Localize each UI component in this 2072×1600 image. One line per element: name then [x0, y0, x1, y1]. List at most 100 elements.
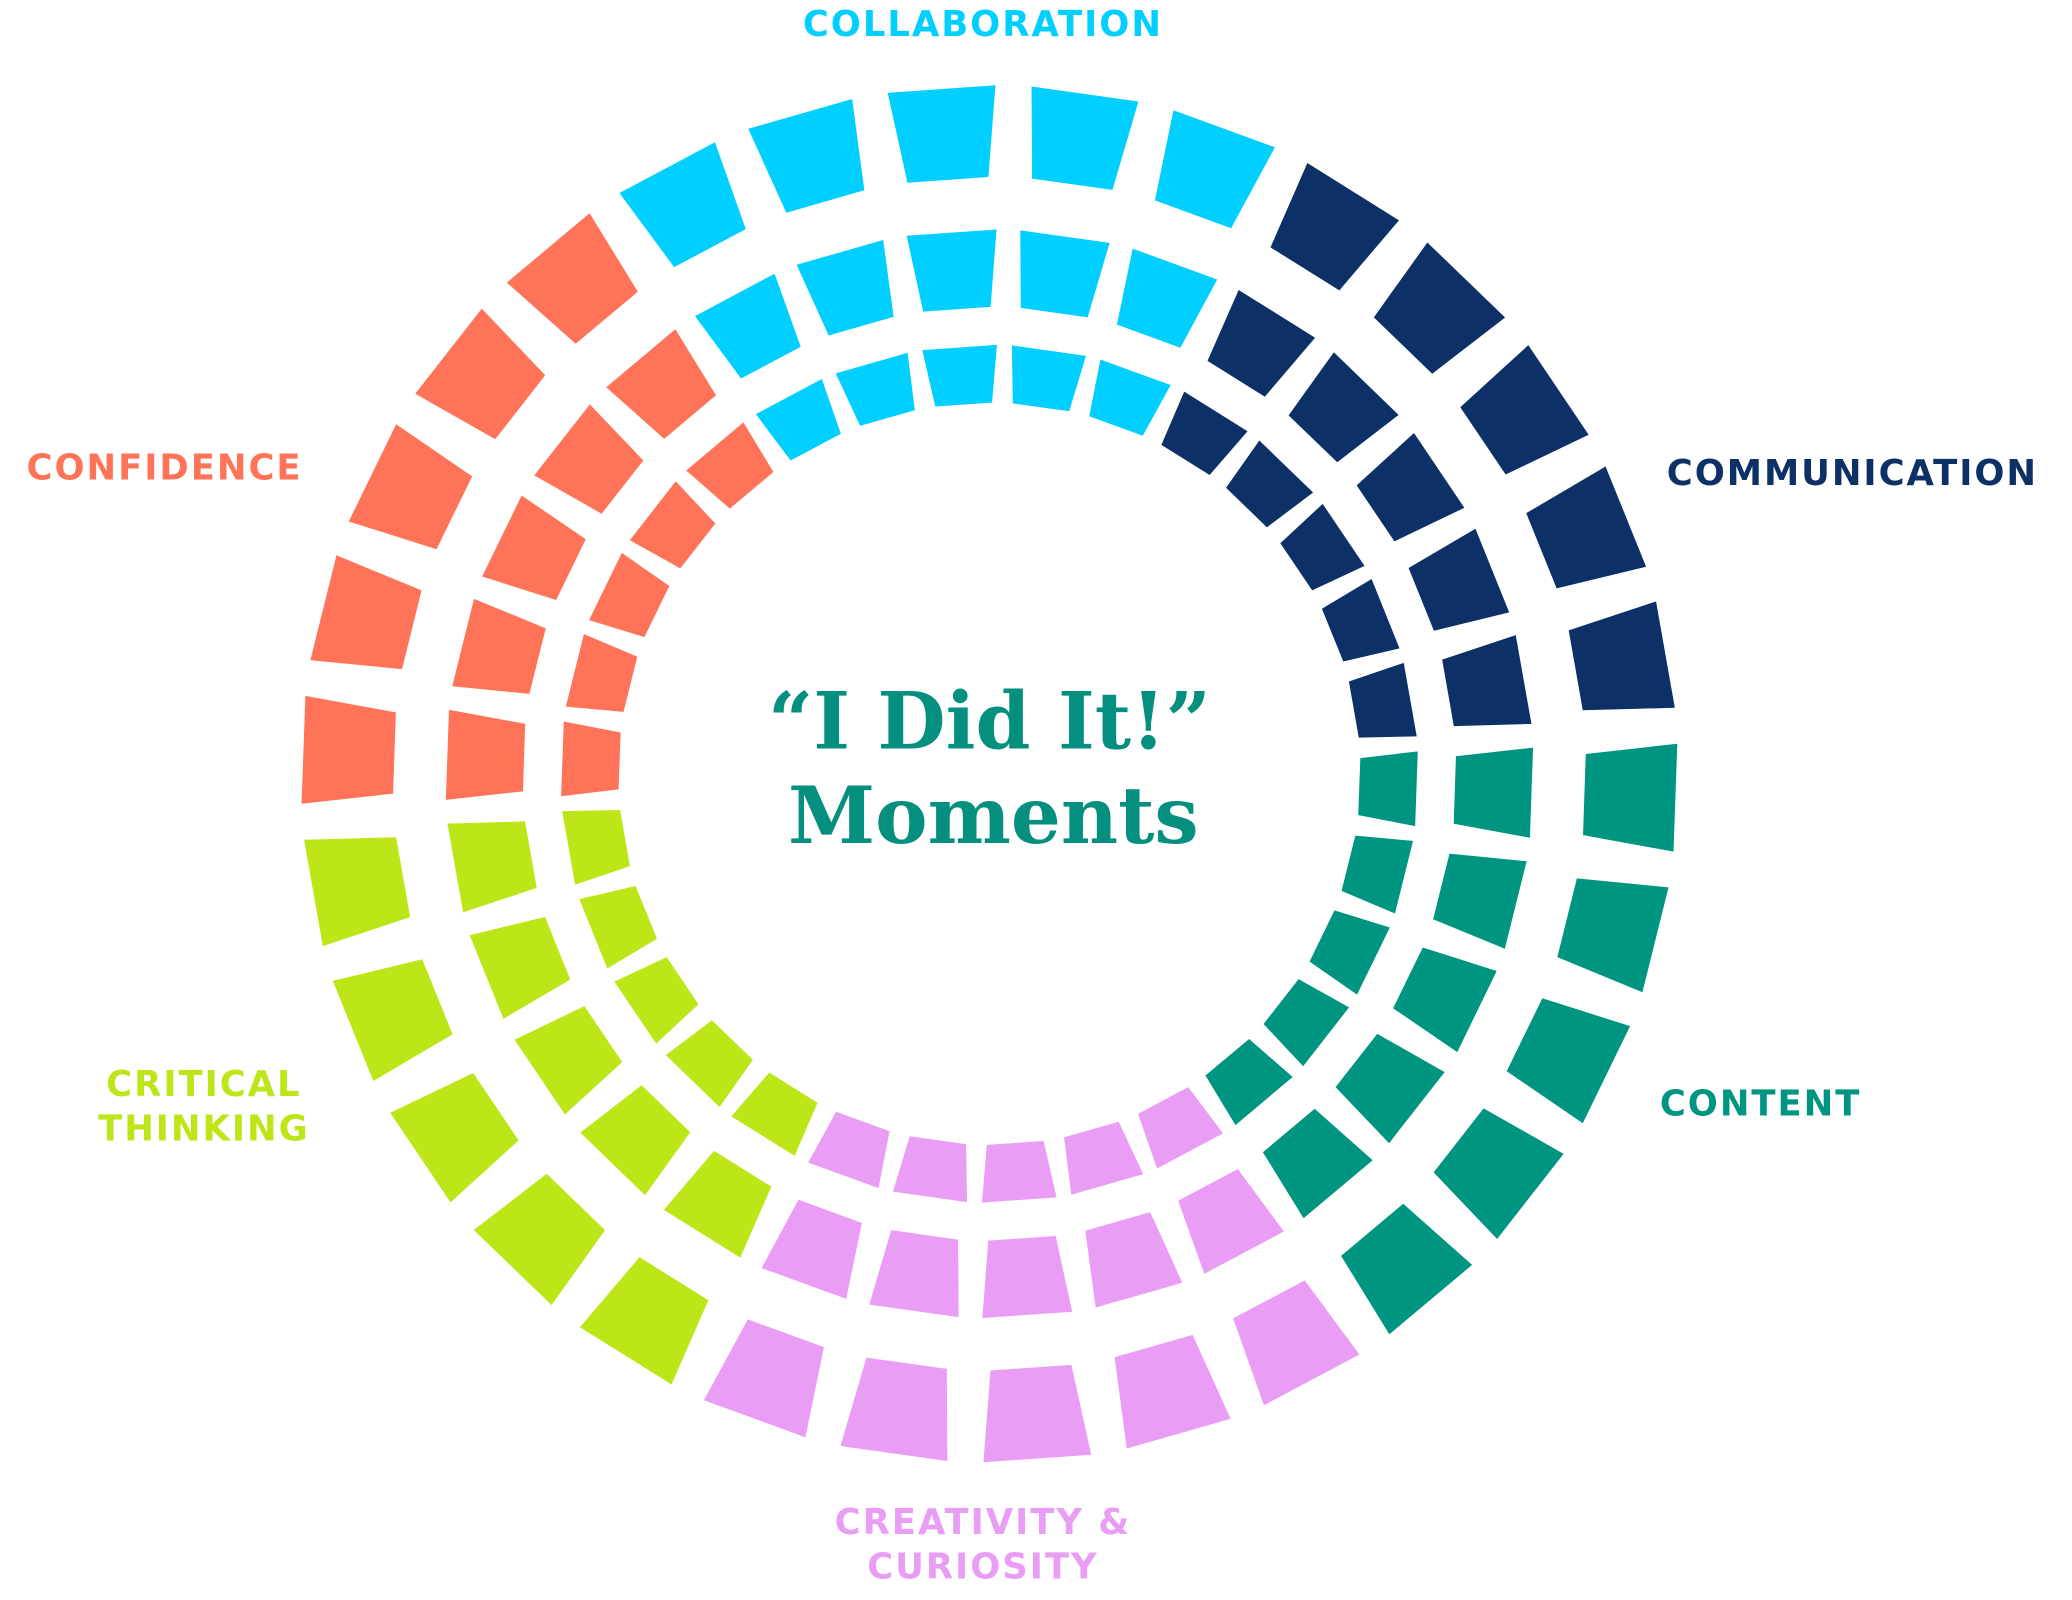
segment — [1583, 743, 1678, 852]
segment — [1280, 503, 1365, 591]
segment — [1442, 635, 1532, 727]
segment — [561, 721, 621, 797]
segment — [1526, 466, 1647, 589]
segment — [1358, 751, 1418, 827]
labels: COLLABORATION COMMUNICATION CONTENT CREATIV… — [27, 4, 2038, 1588]
segment — [1341, 835, 1414, 914]
segment — [1568, 601, 1675, 711]
segment — [1207, 289, 1316, 397]
segment — [983, 1364, 1092, 1463]
segment — [1373, 242, 1506, 374]
segment — [1335, 1033, 1445, 1144]
segment — [1020, 230, 1110, 318]
segment — [1064, 1121, 1144, 1195]
segment — [1178, 1169, 1284, 1274]
segment — [534, 404, 644, 514]
segment — [981, 1140, 1057, 1203]
segment — [1506, 998, 1631, 1124]
segment — [1433, 1108, 1564, 1239]
segment — [665, 1020, 753, 1108]
segment — [731, 1072, 818, 1156]
sector-label: CONFIDENCE — [27, 448, 303, 489]
segment — [1031, 86, 1139, 190]
segment — [606, 329, 716, 439]
segment — [1288, 352, 1399, 463]
segment — [1226, 440, 1314, 528]
sector-label: COLLABORATION — [803, 4, 1163, 45]
segment — [579, 1257, 709, 1385]
segment — [686, 422, 774, 509]
segment — [332, 959, 453, 1082]
segment — [1138, 1087, 1224, 1169]
segment — [922, 344, 997, 407]
segment — [840, 1357, 948, 1461]
segment — [1460, 345, 1589, 475]
segment — [1085, 1212, 1183, 1308]
segment — [1433, 853, 1527, 949]
segment — [982, 1235, 1073, 1319]
segment — [447, 821, 537, 913]
segment — [1356, 433, 1465, 542]
segment — [1011, 345, 1086, 412]
segment — [589, 552, 670, 638]
segment — [1309, 910, 1390, 995]
center-title-line: Moments — [788, 769, 1199, 862]
segment — [695, 273, 801, 379]
segment — [452, 598, 546, 694]
segment — [892, 1136, 968, 1203]
segment — [473, 1173, 606, 1306]
segment — [906, 229, 997, 312]
segment — [1233, 1280, 1360, 1406]
segment — [835, 352, 915, 426]
segment — [1393, 947, 1497, 1053]
segment — [301, 695, 396, 804]
segment — [1453, 747, 1534, 838]
sector-label: THINKING — [98, 1108, 310, 1149]
rings — [301, 85, 1678, 1463]
sector-label: CONTENT — [1660, 1084, 1862, 1125]
segment — [445, 709, 526, 800]
segment — [1321, 579, 1400, 662]
segment — [304, 837, 411, 947]
segment — [1341, 1203, 1473, 1335]
segment — [748, 99, 865, 213]
segment — [1262, 1108, 1373, 1219]
segment — [1116, 248, 1218, 348]
segment — [1154, 110, 1275, 229]
segment — [629, 481, 716, 569]
segment — [390, 1073, 519, 1203]
segment — [348, 424, 473, 550]
segment — [506, 213, 638, 344]
segment — [1348, 662, 1417, 738]
segment — [808, 1111, 890, 1189]
segment — [761, 1199, 862, 1299]
segment — [663, 1150, 772, 1258]
segment — [1557, 878, 1669, 993]
segment — [580, 1085, 691, 1196]
segment — [869, 1230, 959, 1318]
segment — [1161, 391, 1248, 476]
segment — [1089, 359, 1171, 436]
segment — [469, 916, 571, 1019]
segment — [562, 809, 630, 885]
segment — [796, 240, 894, 336]
center-title-line: “I Did It!” — [768, 674, 1211, 767]
sector-label: CURIOSITY — [867, 1547, 1098, 1588]
segment — [579, 886, 657, 969]
segment — [514, 1006, 623, 1115]
segment — [703, 1319, 824, 1438]
segment — [1205, 1038, 1293, 1126]
sector-label: CREATIVITY & — [835, 1502, 1131, 1543]
segment — [1270, 163, 1400, 291]
segment — [1408, 528, 1510, 631]
segment — [310, 555, 422, 670]
segment — [887, 85, 996, 183]
segment — [1263, 979, 1350, 1067]
sector-label: COMMUNICATION — [1667, 453, 2038, 494]
segment — [614, 957, 699, 1044]
segment — [482, 495, 586, 600]
segment — [565, 634, 638, 712]
segment — [619, 142, 746, 268]
sector-label: CRITICAL — [106, 1064, 301, 1105]
